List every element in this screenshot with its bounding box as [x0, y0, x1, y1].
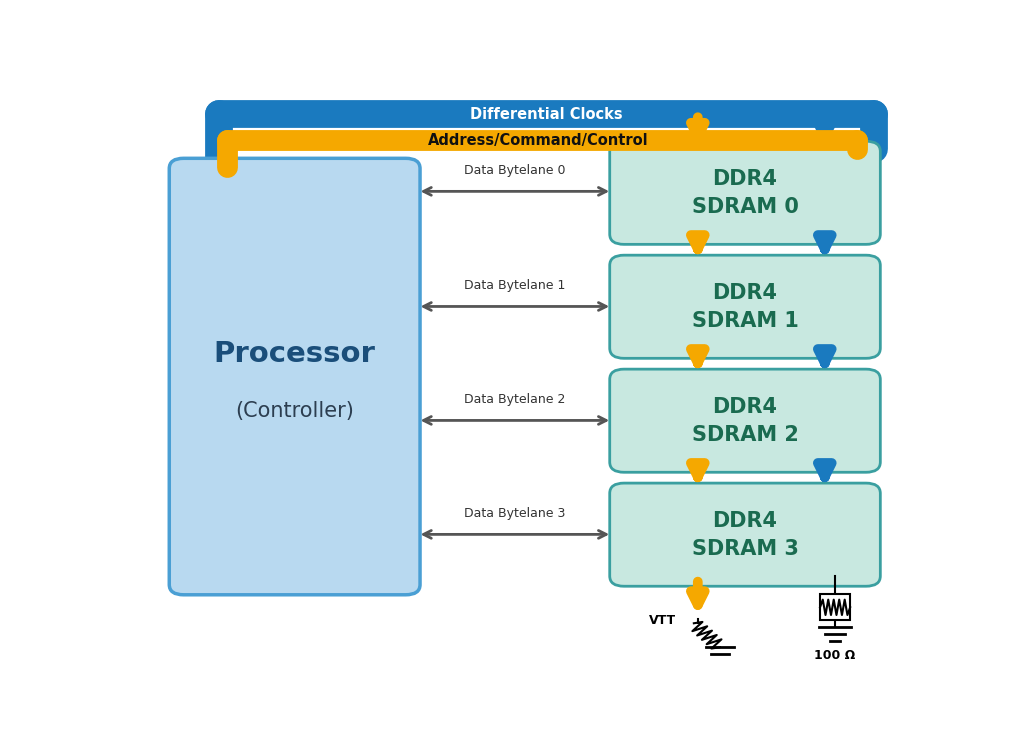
Text: (Controller): (Controller)	[236, 401, 354, 421]
Text: Processor: Processor	[214, 340, 376, 368]
Bar	[820, 594, 850, 620]
FancyBboxPatch shape	[609, 255, 881, 358]
Text: DDR4
SDRAM 0: DDR4 SDRAM 0	[691, 169, 799, 217]
Text: Differential Clocks: Differential Clocks	[470, 107, 623, 122]
FancyBboxPatch shape	[609, 141, 881, 244]
FancyBboxPatch shape	[609, 483, 881, 586]
Text: DDR4
SDRAM 1: DDR4 SDRAM 1	[691, 283, 799, 331]
Text: 100 Ω: 100 Ω	[814, 649, 856, 662]
Text: DDR4
SDRAM 3: DDR4 SDRAM 3	[691, 511, 799, 559]
FancyBboxPatch shape	[609, 369, 881, 472]
Text: Data Bytelane 3: Data Bytelane 3	[464, 507, 565, 520]
Text: VTT: VTT	[648, 614, 676, 627]
Text: DDR4
SDRAM 2: DDR4 SDRAM 2	[691, 397, 799, 445]
Text: Data Bytelane 0: Data Bytelane 0	[464, 164, 565, 177]
Text: Data Bytelane 2: Data Bytelane 2	[464, 393, 565, 406]
FancyBboxPatch shape	[169, 158, 420, 595]
Text: Address/Command/Control: Address/Command/Control	[428, 132, 648, 147]
Text: Data Bytelane 1: Data Bytelane 1	[464, 279, 565, 292]
